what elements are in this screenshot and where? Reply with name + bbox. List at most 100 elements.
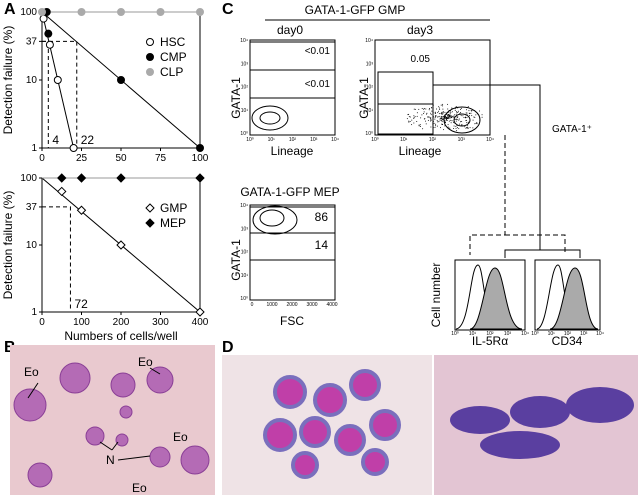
guide-line <box>42 41 48 148</box>
event-dot <box>410 116 411 117</box>
marker <box>54 77 61 84</box>
cell-label: Eo <box>173 430 188 444</box>
flow-tick-label: 10³ <box>241 226 249 232</box>
flow-tick-label: 10⁰ <box>240 131 248 137</box>
event-dot <box>408 121 409 122</box>
marker <box>197 145 204 152</box>
event-dot <box>444 125 445 126</box>
event-dot <box>448 111 449 112</box>
marker <box>157 9 164 16</box>
event-dot <box>441 113 442 114</box>
event-dot <box>456 106 457 107</box>
event-dot <box>457 127 458 128</box>
flow-tick-label: 10² <box>289 137 297 143</box>
event-dot <box>419 125 420 126</box>
gate-value: <0.01 <box>305 79 331 90</box>
event-dot <box>431 111 432 112</box>
event-dot <box>467 128 468 129</box>
plot-title: GATA-1-GFP MEP <box>240 185 339 199</box>
legend-marker <box>147 54 154 61</box>
marker <box>46 41 53 48</box>
y-tick-label: 100 <box>20 7 37 18</box>
flow-tick-label: 10⁰ <box>531 331 539 337</box>
event-dot <box>466 113 467 114</box>
event-dot <box>421 114 422 115</box>
event-dot <box>415 109 416 110</box>
event-dot <box>453 122 454 123</box>
flow-tick-label: 10¹ <box>241 108 249 114</box>
event-dot <box>442 121 443 122</box>
event-dot <box>445 118 446 119</box>
flow-tick-label: 10³ <box>366 61 374 67</box>
event-dot <box>448 114 449 115</box>
marker <box>196 174 204 182</box>
event-dot <box>466 117 467 118</box>
event-dot <box>442 119 443 120</box>
event-dot <box>451 122 452 123</box>
event-dot <box>454 114 455 115</box>
event-dot <box>448 112 449 113</box>
event-dot <box>455 119 456 120</box>
event-dot <box>482 117 483 118</box>
cell-label: Eo <box>138 355 153 369</box>
event-dot <box>424 108 425 109</box>
event-dot <box>450 120 451 121</box>
event-dot <box>437 121 438 122</box>
event-dot <box>462 115 463 116</box>
event-dot <box>452 120 453 121</box>
event-dot <box>431 120 432 121</box>
event-dot <box>438 121 439 122</box>
marker <box>70 145 77 152</box>
event-dot <box>424 118 425 119</box>
legend-marker <box>147 69 154 76</box>
event-dot <box>472 110 473 111</box>
event-dot <box>454 116 455 117</box>
x-tick-label: 200 <box>113 317 130 328</box>
event-dot <box>439 113 440 114</box>
event-dot <box>450 110 451 111</box>
flow-tick-label: 10¹ <box>268 137 276 143</box>
flow-tick-label: 10¹ <box>366 108 374 114</box>
axis-label: Lineage <box>271 144 314 158</box>
y-tick-label: 37 <box>26 36 38 47</box>
event-dot <box>437 117 438 118</box>
event-dot <box>433 127 434 128</box>
event-dot <box>447 118 448 119</box>
event-dot <box>442 113 443 114</box>
flow-tick-label: 10⁰ <box>246 137 254 143</box>
event-dot <box>428 120 429 121</box>
event-dot <box>425 121 426 122</box>
event-dot <box>457 107 458 108</box>
event-dot <box>467 125 468 126</box>
event-dot <box>429 117 430 118</box>
event-dot <box>440 127 441 128</box>
event-dot <box>465 115 466 116</box>
event-dot <box>469 113 470 114</box>
event-dot <box>446 114 447 115</box>
event-dot <box>466 122 467 123</box>
event-dot <box>456 125 457 126</box>
event-dot <box>426 114 427 115</box>
event-dot <box>440 120 441 121</box>
event-dot <box>435 115 436 116</box>
event-dot <box>467 107 468 108</box>
x-tick-label: 50 <box>115 153 127 164</box>
event-dot <box>413 122 414 123</box>
event-dot <box>433 116 434 117</box>
event-dot <box>423 113 424 114</box>
event-dot <box>429 109 430 110</box>
event-dot <box>460 109 461 110</box>
event-dot <box>431 114 432 115</box>
event-dot <box>409 116 410 117</box>
event-dot <box>468 110 469 111</box>
legend-marker <box>146 219 154 227</box>
event-dot <box>422 108 423 109</box>
flow-tick-label: 10³ <box>580 331 588 337</box>
flow-tick-label: 10⁴ <box>486 137 494 143</box>
event-dot <box>452 111 453 112</box>
event-dot <box>439 107 440 108</box>
flow-tick-label: 10² <box>564 331 572 337</box>
legend-label: HSC <box>160 35 186 49</box>
panel-label: D <box>222 339 234 356</box>
event-dot <box>433 105 434 106</box>
